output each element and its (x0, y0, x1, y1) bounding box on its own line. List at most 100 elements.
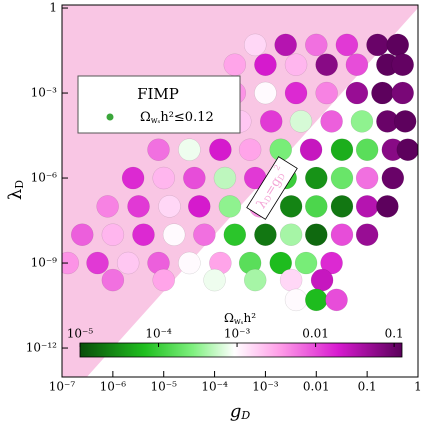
colorbar-label-sub: wₛ (234, 317, 244, 326)
point (350, 110, 374, 133)
point (386, 33, 410, 57)
plot-frame (61, 4, 419, 378)
point (86, 251, 109, 275)
point (70, 223, 94, 246)
annotation-sub1: D (263, 194, 274, 204)
point (345, 53, 369, 76)
point (269, 138, 292, 161)
point (320, 251, 343, 275)
point (279, 223, 303, 246)
point (355, 195, 379, 218)
point (391, 81, 414, 105)
point (127, 195, 150, 218)
point (330, 223, 354, 246)
colorbar-tick-label: 0.01 (302, 327, 329, 341)
point (188, 195, 211, 218)
point (223, 223, 247, 246)
legend-box (77, 75, 241, 134)
point (279, 195, 303, 218)
point (305, 33, 328, 57)
colorbar-label-pre: Ω (224, 311, 234, 325)
point (203, 268, 226, 292)
point (238, 138, 262, 161)
point (305, 223, 328, 246)
point (366, 33, 389, 57)
point (381, 166, 405, 190)
point (96, 195, 119, 218)
point (355, 138, 379, 161)
point (254, 223, 277, 246)
point (183, 166, 206, 190)
point (305, 195, 328, 218)
point (355, 223, 379, 246)
point (269, 251, 292, 275)
point (315, 81, 338, 105)
x-tick-label: 0.1 (358, 380, 377, 394)
point (393, 110, 417, 133)
colorbar-tick-label: 0.1 (385, 327, 404, 341)
x-tick-label: 10⁻⁶ (100, 380, 127, 394)
annotation-sub2: D (276, 172, 287, 182)
point (325, 288, 348, 312)
point (178, 251, 201, 275)
point (299, 138, 323, 161)
x-tick-label: 10⁻⁴ (201, 380, 228, 394)
y-tick-label: 10⁻¹² (26, 341, 57, 355)
x-tick-label: 0.01 (303, 380, 330, 394)
point (305, 166, 328, 190)
point (330, 166, 354, 190)
legend-label-sub: wₛ (151, 116, 161, 125)
x-tick-label: 1 (414, 380, 422, 394)
point (147, 138, 170, 161)
colorbar-tick-label: 10⁻⁴ (145, 327, 172, 341)
point (315, 53, 338, 76)
annotation: λD=gD2 (246, 156, 298, 220)
point (305, 288, 328, 312)
point (132, 223, 155, 246)
annotation-box (246, 156, 298, 220)
point (158, 195, 181, 218)
annotation-sup: 2 (272, 163, 282, 172)
point (371, 81, 394, 105)
point (289, 110, 313, 133)
point (152, 166, 175, 190)
point (162, 223, 186, 246)
legend-label-pre: Ω (140, 110, 151, 125)
point (376, 195, 399, 218)
point (62, 251, 80, 275)
point (218, 195, 242, 218)
point (294, 251, 318, 275)
point (310, 268, 334, 292)
x-axis-label: gD (230, 401, 251, 422)
y-axis-label-main: λ (5, 189, 26, 200)
legend-label: Ωwₛh²≤0.12 (140, 110, 214, 126)
point (396, 138, 418, 161)
point (254, 53, 277, 76)
foreground-layer: 10⁻⁷ 10⁻⁶ 10⁻⁵ 10⁻⁴ 10⁻³ 0.01 0.1 1 10⁻¹² 10⁻⁹ 10⁻… (5, 1, 422, 422)
x-axis-label-main: g (230, 401, 242, 422)
legend-title: FIMP (137, 85, 179, 103)
point (254, 81, 277, 105)
colorbar-label-post: h² (243, 311, 256, 325)
y-tick-label: 10⁻⁶ (31, 171, 58, 185)
point (209, 138, 232, 161)
point (178, 138, 201, 161)
x-tick-label: 10⁻⁷ (49, 380, 76, 394)
point (259, 110, 283, 133)
point (243, 33, 267, 57)
point (223, 53, 247, 76)
point (330, 195, 354, 218)
point (101, 268, 125, 292)
point (152, 268, 175, 292)
point (320, 110, 343, 133)
colorbar-label: Ωwₛh² (224, 311, 256, 327)
y-axis-label-sub: D (13, 180, 26, 189)
point (330, 138, 354, 161)
x-tick-label: 10⁻⁵ (151, 380, 178, 394)
point (121, 166, 145, 190)
point (345, 81, 369, 105)
point (284, 288, 308, 312)
point (284, 53, 308, 76)
point (391, 53, 414, 76)
